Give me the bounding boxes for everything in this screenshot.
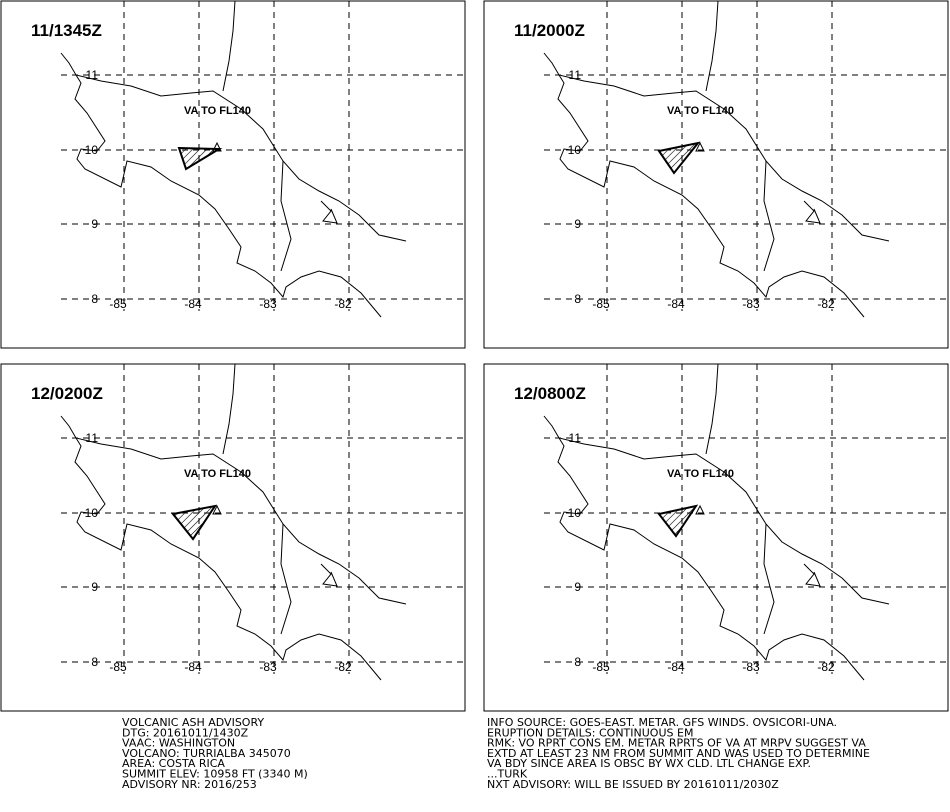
- lon-label: -82: [334, 297, 352, 311]
- map-content: [60, 1, 465, 318]
- lon-label: -84: [667, 297, 685, 311]
- advisory-line: ADVISORY NR: 2016/253: [122, 778, 257, 791]
- lat-label: 9: [91, 580, 98, 594]
- advisory-line: ERUPTION DETAILS: CONTINUOUS EM: [487, 726, 693, 739]
- lat-label: 10: [568, 506, 582, 520]
- lon-label: -84: [667, 660, 685, 674]
- lat-label: 10: [568, 143, 582, 157]
- lat-label: 11: [569, 431, 582, 445]
- panel-border: [0, 0, 466, 349]
- map-panel: 11/2000Z VA TO FL140 11 10 9 8 -85 -84 -83 -82: [483, 0, 949, 349]
- lat-label: 9: [574, 217, 581, 231]
- advisory-line: AREA: COSTA RICA: [122, 757, 225, 770]
- advisory-line: VA BDY SINCE AREA IS OBSC BY WX CLD. LTL…: [487, 757, 811, 770]
- advisory-line: ...TURK: [487, 768, 528, 781]
- va-annotation: VA TO FL140: [667, 105, 734, 117]
- panel-border: [483, 363, 949, 712]
- panel-border: [0, 363, 466, 712]
- lon-label: -82: [817, 297, 835, 311]
- lat-label: 8: [574, 655, 581, 669]
- volcano-marker: [695, 141, 705, 152]
- lat-label: 8: [91, 292, 98, 306]
- advisory-line: VOLCANIC ASH ADVISORY: [122, 716, 264, 729]
- lon-label: -83: [259, 297, 277, 311]
- advisory-line: EXTD AT LEAST 23 NM FROM SUMMIT AND WAS …: [487, 747, 870, 760]
- advisory-line: NXT ADVISORY: WILL BE ISSUED BY 20161011…: [487, 778, 779, 791]
- coastline: [543, 1, 890, 318]
- lat-label: 9: [91, 217, 98, 231]
- panel-time: 12/0800Z: [514, 384, 586, 403]
- volcano-marker: [695, 504, 705, 515]
- advisory-line: VOLCANO: TURRIALBA 345070: [122, 747, 291, 760]
- lon-label: -82: [817, 660, 835, 674]
- lon-label: -83: [742, 660, 760, 674]
- map-content: [543, 364, 948, 681]
- panel-time: 11/2000Z: [514, 21, 585, 40]
- lon-label: -85: [109, 297, 127, 311]
- lon-label: -83: [742, 297, 760, 311]
- advisory-line: SUMMIT ELEV: 10958 FT (3340 M): [122, 768, 308, 781]
- coastline: [60, 1, 407, 318]
- coastline: [543, 364, 890, 681]
- volcano-marker: [212, 141, 222, 152]
- advisory-line: DTG: 20161011/1430Z: [122, 726, 249, 739]
- lon-label: -85: [592, 297, 610, 311]
- lat-label: 11: [569, 68, 582, 82]
- ash-area: [171, 504, 218, 541]
- lon-label: -84: [184, 297, 202, 311]
- advisory-line: VAAC: WASHINGTON: [122, 737, 235, 750]
- lat-label: 11: [86, 68, 99, 82]
- advisory-line: INFO SOURCE: GOES-EAST. METAR. GFS WINDS…: [487, 716, 837, 729]
- lon-label: -83: [259, 660, 277, 674]
- lon-label: -85: [109, 660, 127, 674]
- map-panel: 12/0800Z VA TO FL140 11 10 9 8 -85 -84 -83 -82: [483, 363, 949, 712]
- lat-label: 10: [85, 506, 99, 520]
- lat-label: 8: [91, 655, 98, 669]
- lat-label: 11: [86, 431, 99, 445]
- map-panel: 11/1345Z VA TO FL140 11 10 9 8 -85 -84 -83 -82: [0, 0, 466, 349]
- panel-time: 11/1345Z: [31, 21, 102, 40]
- map-content: [543, 1, 948, 318]
- lon-label: -85: [592, 660, 610, 674]
- ash-area: [657, 504, 699, 538]
- lon-label: -84: [184, 660, 202, 674]
- lon-label: -82: [334, 660, 352, 674]
- map-panel: 12/0200Z VA TO FL140 11 10 9 8 -85 -84 -83 -82: [0, 363, 466, 712]
- lat-label: 10: [85, 143, 99, 157]
- lat-label: 9: [574, 580, 581, 594]
- coastline: [60, 364, 407, 681]
- ash-area: [657, 141, 701, 175]
- ash-area: [177, 146, 223, 171]
- map-content: [60, 364, 465, 681]
- panel-border: [483, 0, 949, 349]
- advisory-line: RMK: VO RPRT CONS EM. METAR RPRTS OF VA …: [487, 737, 866, 750]
- va-annotation: VA TO FL140: [667, 468, 734, 480]
- lat-label: 8: [574, 292, 581, 306]
- va-annotation: VA TO FL140: [184, 105, 251, 117]
- volcano-marker: [212, 504, 222, 515]
- panel-time: 12/0200Z: [31, 384, 103, 403]
- va-annotation: VA TO FL140: [184, 468, 251, 480]
